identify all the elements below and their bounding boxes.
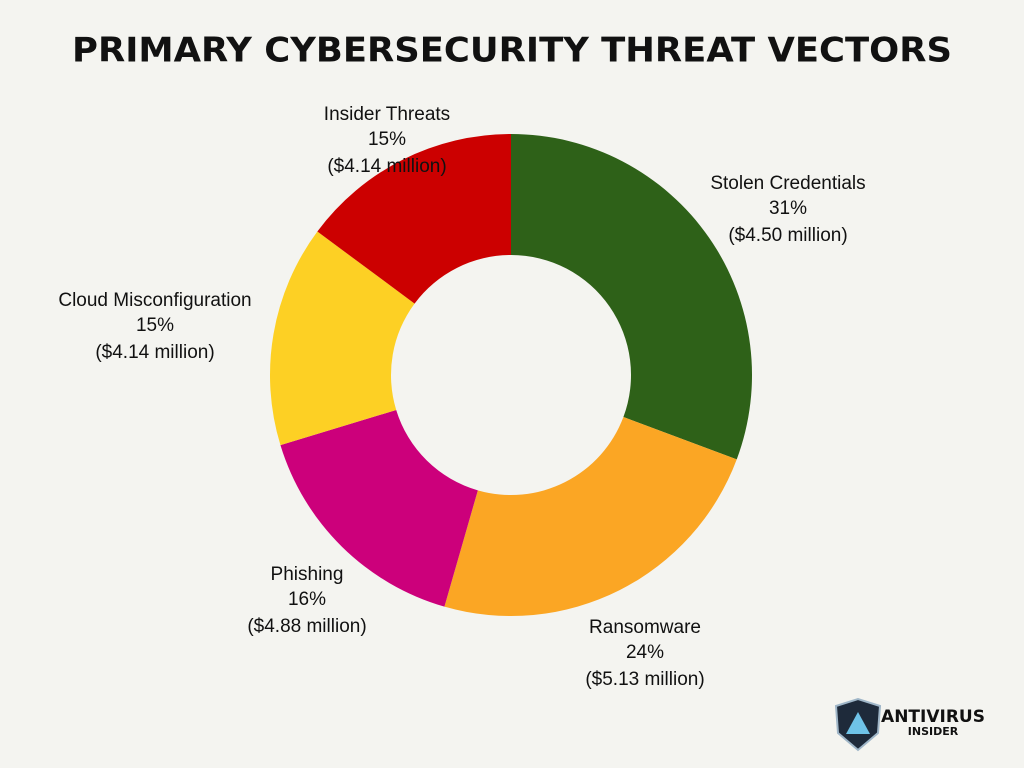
cost-label: ($4.50 million)	[728, 225, 847, 246]
slice	[444, 417, 737, 617]
logo: ANTIVIRUS INSIDER	[834, 697, 985, 752]
logo-subtext: INSIDER	[908, 725, 959, 738]
value-label: 15%	[368, 129, 406, 150]
logo-mark	[846, 712, 870, 734]
value-label: 24%	[626, 642, 664, 663]
cost-label: ($4.14 million)	[95, 342, 214, 363]
value-label: 15%	[136, 315, 174, 336]
slice-label: Insider Threats	[324, 104, 450, 125]
slice	[317, 134, 511, 304]
slice-label: Stolen Credentials	[710, 173, 865, 194]
value-label: 16%	[288, 589, 326, 610]
slice-label: Phishing	[271, 564, 344, 585]
slice	[270, 231, 415, 446]
logo-text: ANTIVIRUS	[881, 707, 985, 727]
slice-label: Cloud Misconfiguration	[58, 290, 251, 311]
slice	[511, 134, 753, 460]
slice-label: Ransomware	[589, 617, 701, 638]
cost-label: ($5.13 million)	[585, 669, 704, 690]
cost-label: ($4.88 million)	[247, 616, 366, 637]
chart-title: PRIMARY CYBERSECURITY THREAT VECTORS	[72, 31, 952, 71]
value-label: 31%	[769, 198, 807, 219]
cost-label: ($4.14 million)	[327, 156, 446, 177]
slice	[280, 409, 478, 607]
